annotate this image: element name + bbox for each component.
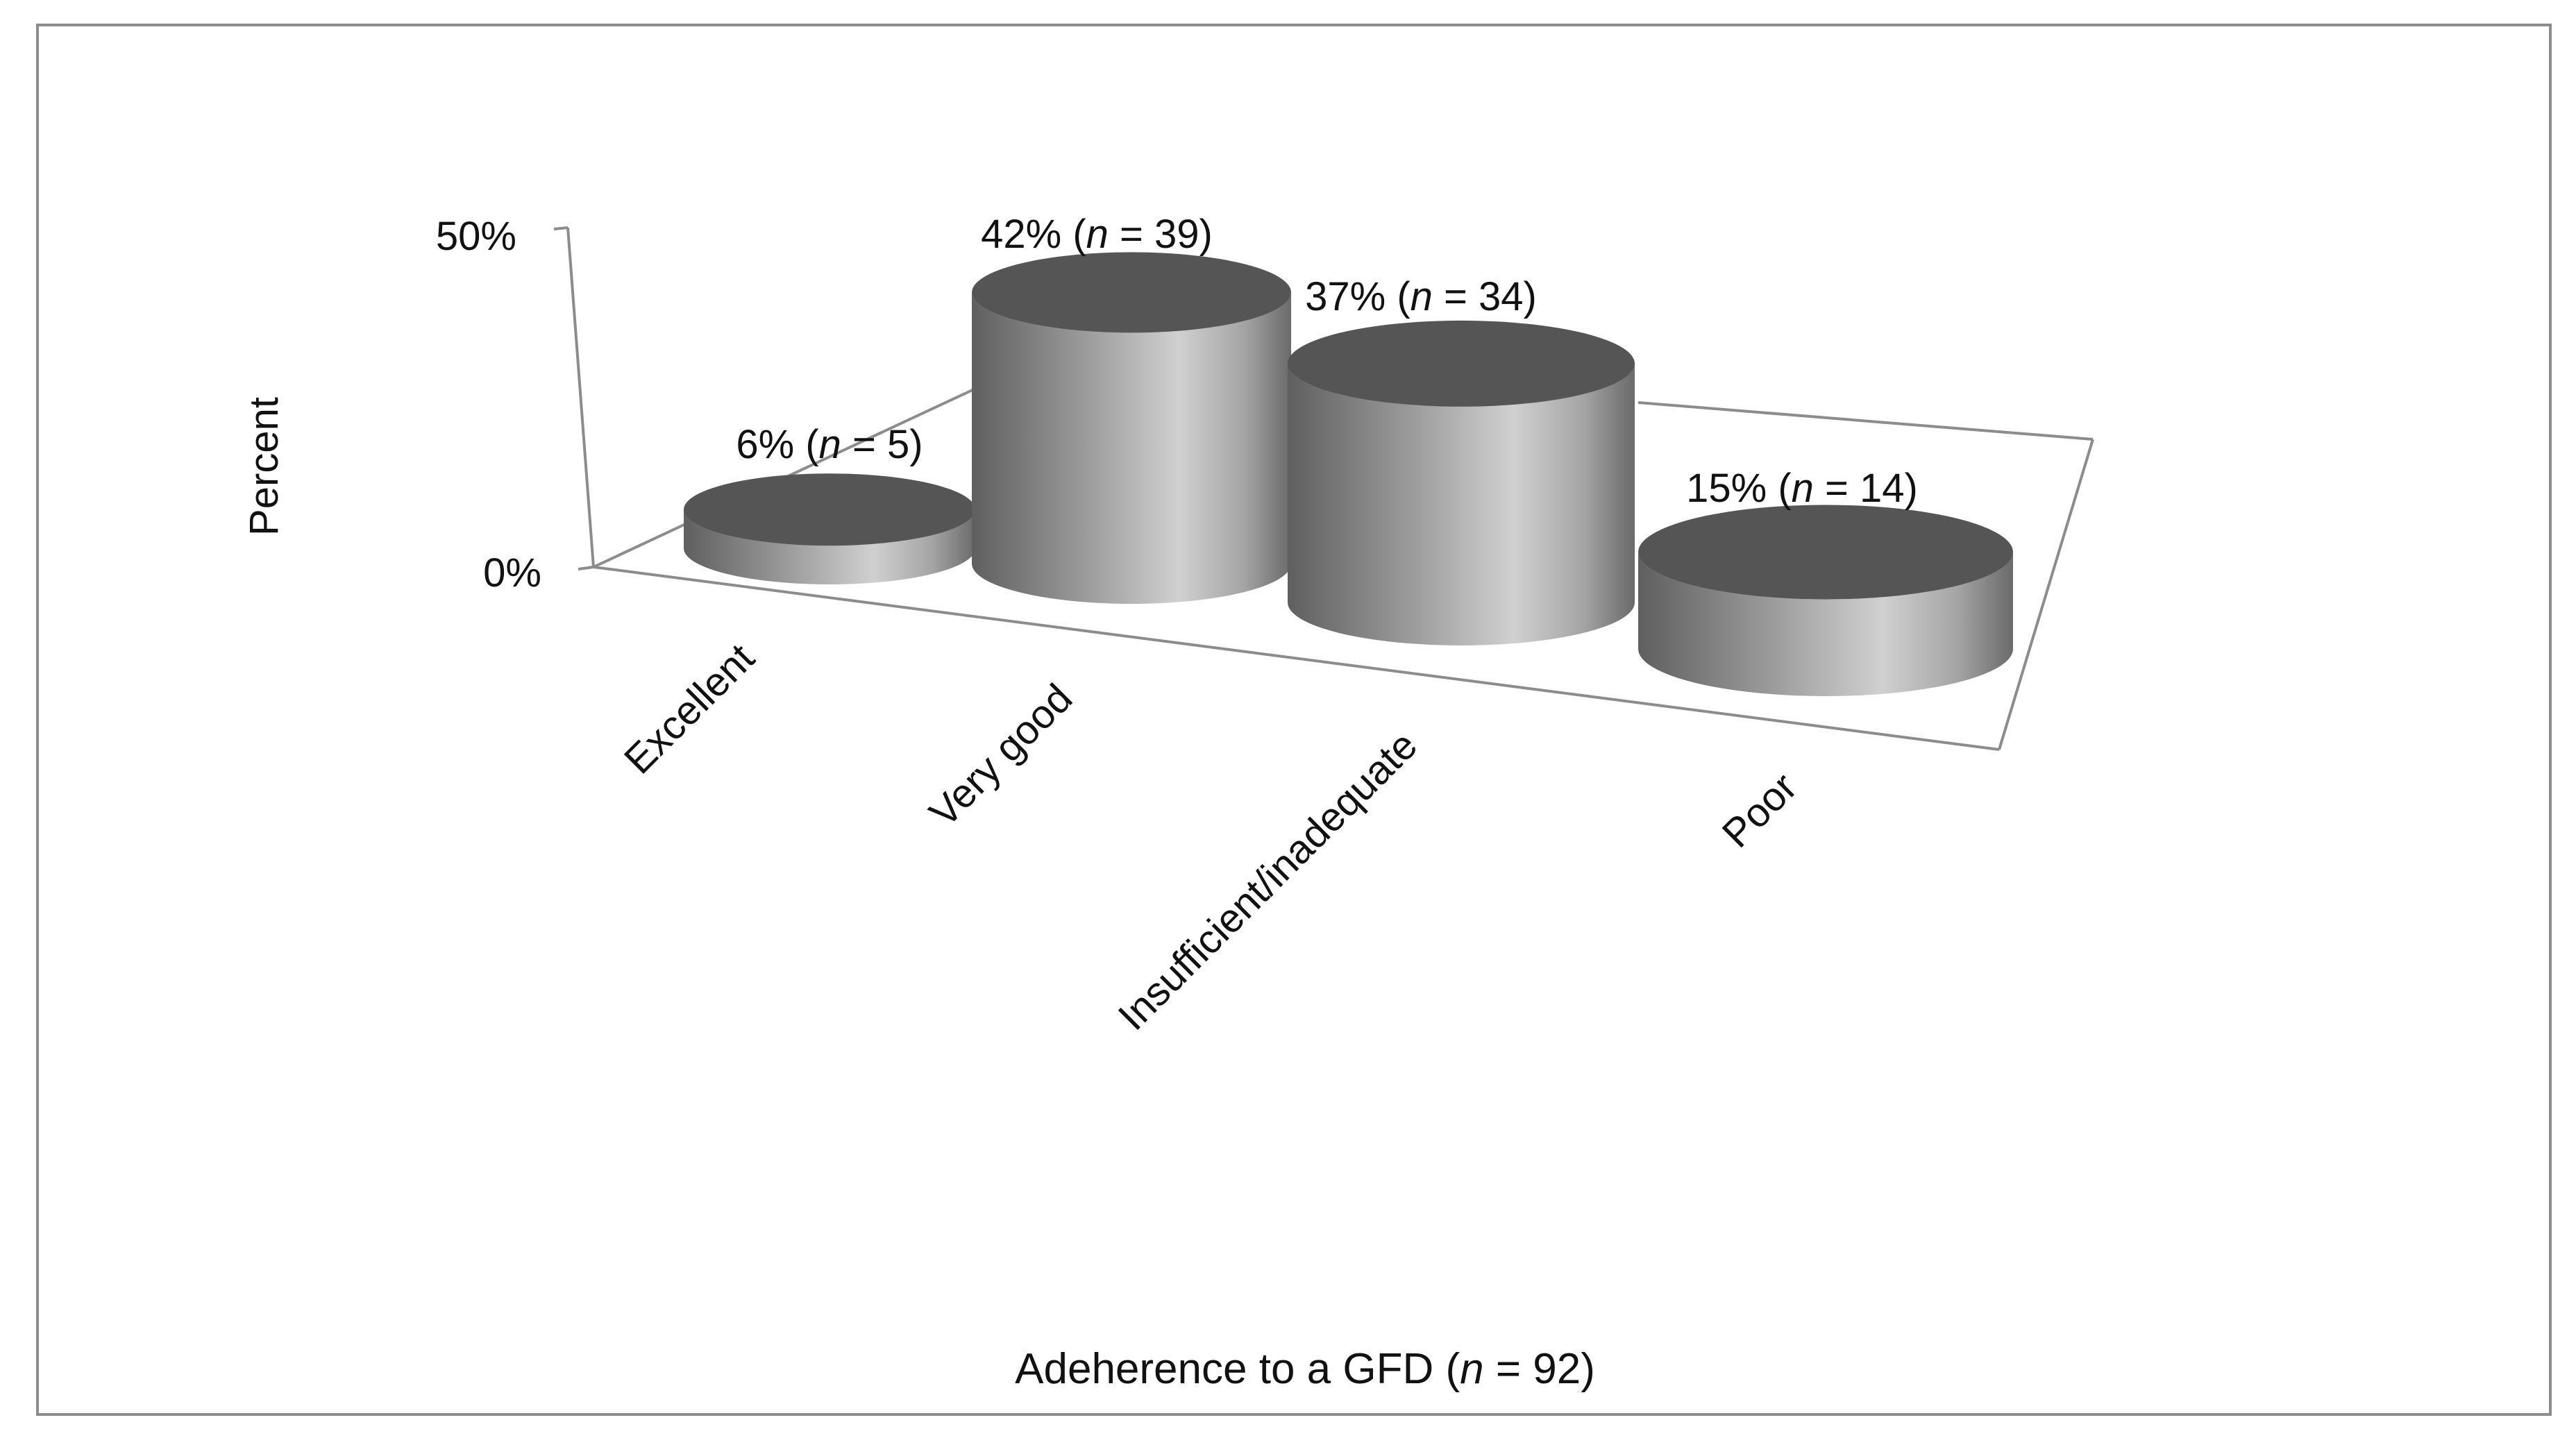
bar-insufficient-body bbox=[1288, 363, 1635, 645]
bar-very-good-body bbox=[972, 292, 1291, 604]
bar-insufficient-top bbox=[1288, 320, 1635, 407]
bar-poor-body bbox=[1638, 552, 2013, 696]
data-label-excellent: 6% (n = 5) bbox=[736, 422, 923, 467]
x-tick-label-excellent: Excellent bbox=[616, 635, 763, 782]
data-label-poor: 15% (n = 14) bbox=[1686, 466, 1918, 511]
x-tick-label-very-good: Very good bbox=[921, 675, 1081, 836]
y-tick-0 bbox=[578, 566, 594, 571]
x-axis-title: Adeherence to a GFD (n = 92) bbox=[1015, 1345, 1595, 1393]
y-tick-label-50: 50% bbox=[436, 214, 516, 259]
y-axis-title: Percent bbox=[242, 397, 287, 536]
back-wall-axis bbox=[566, 227, 595, 568]
chart-border bbox=[36, 24, 2552, 1416]
bar-excellent-top bbox=[684, 473, 975, 546]
data-label-insufficient: 37% (n = 34) bbox=[1305, 274, 1537, 319]
x-tick-label-insufficient: Insufficient/inadequate bbox=[1110, 722, 1426, 1039]
floor-right-edge bbox=[1998, 439, 2094, 750]
bar-very-good bbox=[972, 252, 1291, 604]
bar-excellent bbox=[684, 473, 975, 584]
data-label-very-good: 42% (n = 39) bbox=[981, 212, 1213, 257]
bar-poor-top bbox=[1638, 505, 2013, 600]
x-tick-label-poor: Poor bbox=[1714, 764, 1806, 856]
bar-very-good-top bbox=[972, 252, 1291, 333]
y-tick-label-0: 0% bbox=[483, 550, 541, 595]
bar-excellent-body bbox=[684, 509, 975, 584]
floor-far-edge bbox=[1638, 401, 2094, 441]
bars-group bbox=[684, 252, 2013, 696]
bar-insufficient bbox=[1288, 320, 1635, 645]
bar-poor bbox=[1638, 505, 2013, 696]
y-tick-50 bbox=[553, 226, 569, 230]
axes-3d bbox=[553, 226, 2094, 751]
floor-front-edge bbox=[593, 566, 2000, 751]
